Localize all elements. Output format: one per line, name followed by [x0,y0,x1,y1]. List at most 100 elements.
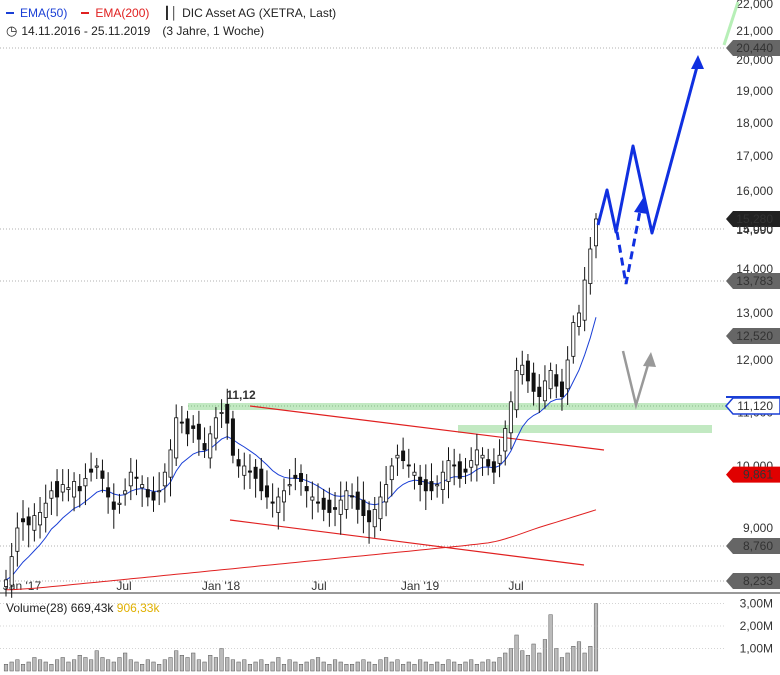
volume-bar [15,659,20,672]
y-tick-label: 12,000 [736,353,773,367]
ema50-line [5,317,597,581]
candle-body [520,364,525,376]
price-tag-label: 9,861 [743,468,773,482]
volume-bar [508,648,513,672]
volume-bar [202,661,207,672]
volume-bar [145,659,150,672]
volume-bar [111,661,116,672]
candle-body [117,502,122,505]
price-tag: 8,760 [726,538,780,554]
volume-bar [571,646,576,672]
grid-lines [0,47,780,594]
candle-body [514,370,519,411]
trend-lines [229,405,605,566]
volume-bar [66,661,71,672]
upper-trendline [249,405,605,451]
candle-body [140,484,145,489]
volume-bar [236,661,241,672]
candle-body [321,497,326,510]
instrument-label[interactable]: DIC Asset AG (XETRA, Last) [182,6,337,20]
candle-body [440,471,445,490]
blue-dashed-path [615,205,643,285]
candle-body [316,501,321,504]
candle-body [32,515,37,531]
volume-bar [123,652,128,672]
volume-bars [3,603,599,672]
candle-body [208,433,213,459]
ema200-path [5,509,597,591]
ema200-line [5,509,597,591]
period-label: (3 Jahre, 1 Woche) [162,24,265,38]
ema50-legend-label[interactable]: EMA(50) [20,6,68,20]
candle-body [423,479,428,492]
volume-bar [281,664,287,672]
price-tag-label: 20,440 [736,41,773,55]
volume-bar [372,664,377,672]
y-tick-label: 14,000 [736,262,773,276]
x-tick-label: Jan '19 [401,579,440,593]
annotations: 11,12 [226,388,256,402]
volume-bar [520,650,525,672]
volume-bar [26,661,31,672]
volume-bar [429,664,434,672]
volume-bar [548,614,553,672]
volume-bar [321,661,326,672]
volume-bar [293,661,298,672]
candle-body [225,404,230,424]
x-tick-label: Jul [116,579,131,593]
volume-bar [576,641,582,672]
price-tag: 13,783 [726,273,780,289]
volume-bar [106,659,111,672]
candle-body [264,485,269,498]
volume-bar [514,634,519,672]
price-tag: 15,280 [726,211,780,227]
volume-bar [491,661,496,672]
candle-body [355,491,360,510]
volume-bar [423,661,428,672]
candle-body [128,471,133,487]
volume-bar [378,659,383,672]
candle-body [327,499,332,513]
volume-bar [565,652,570,672]
ema200-legend-label[interactable]: EMA(200) [95,6,150,20]
volume-bar [259,659,264,672]
y-tick-label: 13,000 [736,306,773,320]
candle-body [531,372,536,392]
price-tag-label: 8,233 [743,574,773,588]
candle-body [435,484,440,487]
candle-body [157,490,162,493]
candle-body [463,468,468,473]
volume-bar [350,664,355,672]
volume-bar [196,659,201,672]
volume-bar [435,661,440,672]
volume-bar [242,659,247,672]
candle-body [594,218,599,247]
green-target-line [722,1,740,46]
y-tick-label: 20,000 [736,53,773,67]
legend-row-1: EMA(50) EMA(200) ┃│ DIC Asset AG (XETRA,… [6,4,336,22]
candle-body [100,470,105,479]
price-tag-box [726,573,780,589]
candle-body [242,465,247,476]
volume-bar [401,664,406,672]
volume-bar [9,661,14,672]
candle-body [361,499,366,517]
candle-body [49,490,54,499]
volume-bar [134,661,139,672]
price-tag: 8,233 [726,573,780,589]
volume-bar [117,657,122,672]
y-tick-label: 21,000 [736,24,773,38]
date-range-label: 14.11.2016 - 25.11.2019 [21,24,151,38]
candle-body [384,484,389,503]
volume-bar [60,657,65,672]
volume-bar [174,650,179,672]
candle-body [406,464,411,467]
volume-bar [37,659,43,672]
volume-label[interactable]: Volume(28) [6,601,68,615]
y-tick-label: 16,000 [736,184,773,198]
candle-body [389,465,394,481]
volume-bar [554,648,559,672]
candle-body [367,510,372,523]
